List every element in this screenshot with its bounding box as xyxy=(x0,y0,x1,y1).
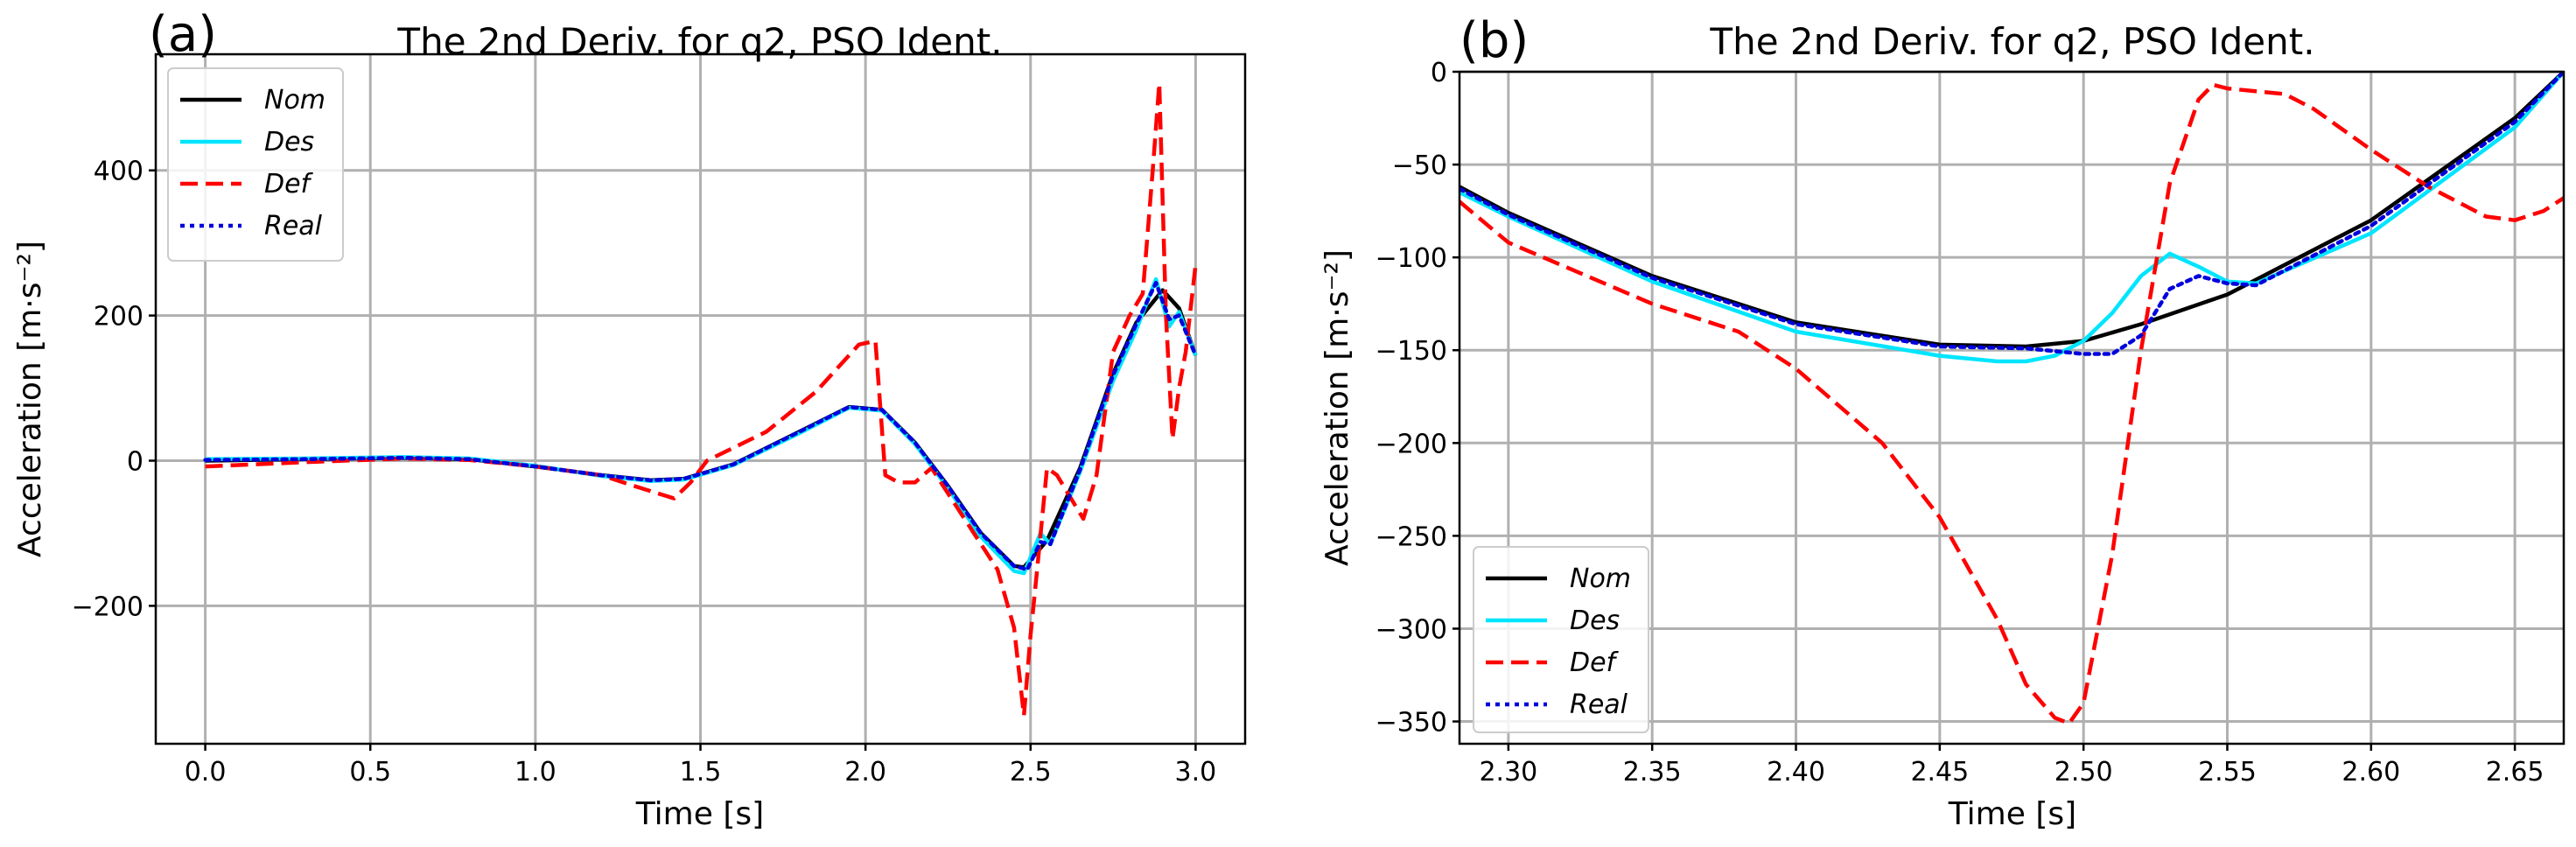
panel-a: 0.0 0.5 1.0 1.5 2.0 2.5 3.0 −200 0 200 400 (a) The… xyxy=(12,6,1247,832)
series-line-nom xyxy=(1460,72,2564,349)
legend-label-def: Def xyxy=(264,169,314,200)
legend-label-des: Des xyxy=(264,127,314,158)
x-tick-label: 2.0 xyxy=(844,757,886,788)
y-tick-label: −250 xyxy=(1376,522,1447,552)
legend: Nom Des Def Real xyxy=(167,67,344,262)
x-tick-label: 2.40 xyxy=(1767,757,1825,788)
y-tick-label: −300 xyxy=(1376,614,1447,645)
x-tick-label: 2.45 xyxy=(1910,757,1969,788)
x-tick-label: 2.60 xyxy=(2342,757,2400,788)
x-tick-label: 2.55 xyxy=(2198,757,2257,788)
x-tick-label: 2.30 xyxy=(1479,757,1537,788)
series-line-def xyxy=(1460,82,2564,725)
y-tick-label: −200 xyxy=(1376,429,1447,459)
x-tick-label: 2.5 xyxy=(1010,757,1052,788)
x-tick-label: 2.65 xyxy=(2486,757,2544,788)
chart-title: The 2nd Deriv. for q2, PSO Ident. xyxy=(396,20,1002,63)
y-tick-label: −350 xyxy=(1376,708,1447,738)
panel-label: (b) xyxy=(1460,12,1529,69)
x-tick-label: 3.0 xyxy=(1175,757,1217,788)
legend-box xyxy=(1473,546,1649,733)
x-tick-label: 0.0 xyxy=(185,757,227,788)
y-tick-label: −100 xyxy=(1376,243,1447,274)
legend-label-real: Real xyxy=(1570,690,1628,720)
y-axis-label: Acceleration [m·s⁻²] xyxy=(1320,249,1355,566)
legend-label-nom: Nom xyxy=(1570,564,1631,594)
y-tick-label: 0 xyxy=(1431,58,1447,88)
legend-label-real: Real xyxy=(264,211,323,242)
y-tick-label: −50 xyxy=(1392,150,1447,181)
series-line-des xyxy=(1460,72,2564,364)
y-tick-label: 400 xyxy=(94,157,144,187)
x-tick-label: 1.5 xyxy=(680,757,722,788)
chart-title: The 2nd Deriv. for q2, PSO Ident. xyxy=(1709,20,2314,63)
x-tick-label: 0.5 xyxy=(349,757,391,788)
legend-label-des: Des xyxy=(1570,606,1620,636)
y-tick-label: −150 xyxy=(1376,336,1447,367)
legend-label-nom: Nom xyxy=(264,85,326,116)
x-tick-label: 2.50 xyxy=(2054,757,2113,788)
x-axis-label: Time [s] xyxy=(1948,796,2076,832)
axes-frame xyxy=(1458,70,2566,746)
series-line-real xyxy=(1460,72,2564,356)
panel-label: (a) xyxy=(149,6,217,63)
legend-box xyxy=(167,67,344,262)
y-tick-label: −200 xyxy=(72,592,144,622)
y-tick-label: 200 xyxy=(94,302,144,332)
series-line-real xyxy=(203,281,1198,572)
y-axis-label: Acceleration [m·s⁻²] xyxy=(12,241,48,557)
legend-label-def: Def xyxy=(1570,648,1620,678)
panel-b: 2.30 2.35 2.40 2.45 2.50 2.55 2.60 2.65 −350 −300… xyxy=(1320,12,2566,832)
y-tick-label: 0 xyxy=(127,447,144,478)
x-tick-label: 1.0 xyxy=(514,757,556,788)
x-tick-label: 2.35 xyxy=(1623,757,1682,788)
x-axis-label: Time [s] xyxy=(635,796,764,832)
legend: Nom Des Def Real xyxy=(1473,546,1649,733)
series-line-def xyxy=(205,80,1198,718)
